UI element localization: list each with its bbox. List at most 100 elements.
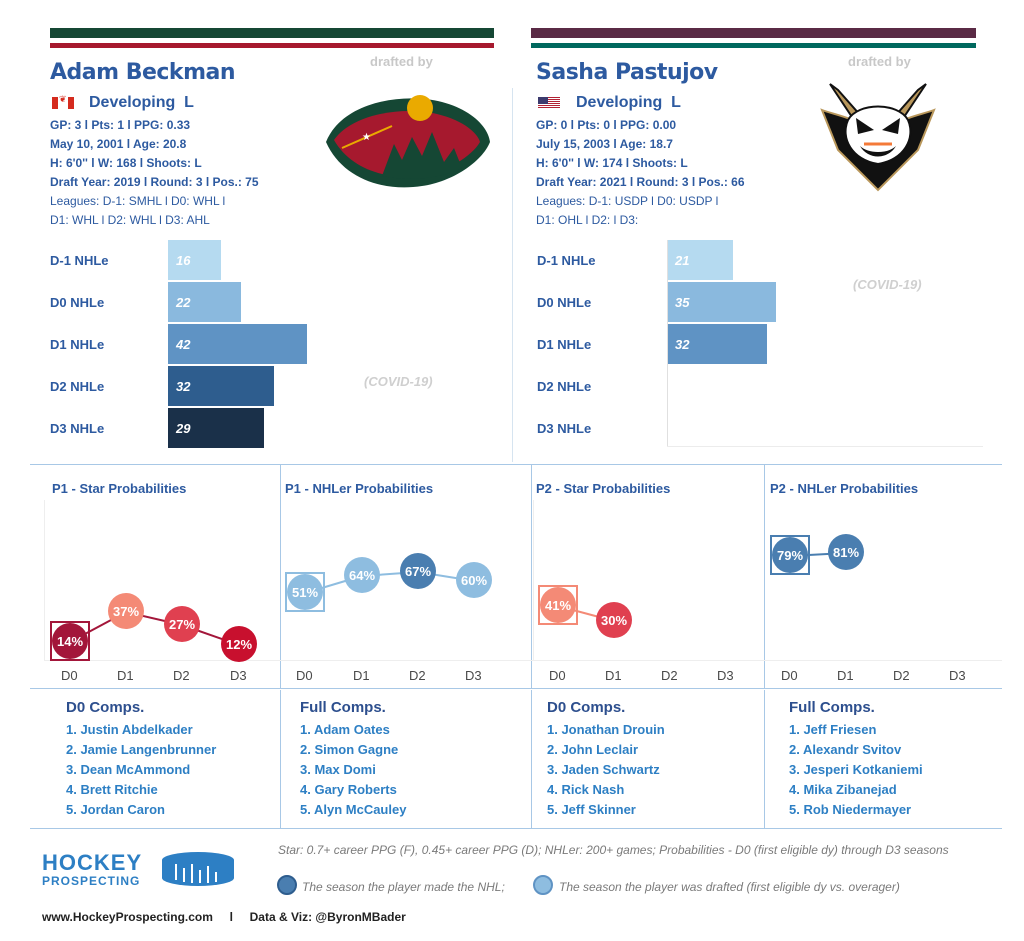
probability-chart-title: P1 - NHLer Probabilities	[285, 481, 434, 496]
probability-point: 14%	[52, 623, 88, 659]
probability-chart-title: P2 - Star Probabilities	[536, 481, 671, 496]
probability-line-segment	[789, 552, 847, 557]
player-1-nhle-label: D1 NHLe	[50, 337, 105, 352]
hockey-prospecting-logo-text: HOCKEY	[42, 850, 143, 875]
player-1-status-text: Developing	[89, 94, 176, 111]
player-1-nhle-label: D0 NHLe	[50, 295, 105, 310]
player-1-leagues-line: Leagues: D-1: SMHL l D0: WHL l	[50, 194, 226, 208]
player-2-nhle-bar	[667, 240, 733, 280]
canada-flag-icon	[52, 94, 74, 109]
probability-x-tick: D1	[353, 668, 370, 683]
player-2-status-text: Developing	[576, 94, 663, 111]
comp-list-item: 3. Max Domi	[300, 762, 376, 777]
probability-x-tick: D1	[605, 668, 622, 683]
probability-line-segment	[304, 575, 363, 594]
player-2-drafted-by: drafted by	[848, 54, 911, 69]
nhl-season-legend-icon	[277, 875, 297, 895]
probability-line-segment	[69, 611, 127, 643]
comp-list-item: 5. Jeff Skinner	[547, 802, 636, 817]
panel-divider	[764, 464, 765, 688]
probability-point: 41%	[540, 587, 576, 623]
comps-title: D0 Comps.	[66, 699, 145, 716]
comp-list-item: 1. Justin Abdelkader	[66, 722, 193, 737]
probability-chart-title: P2 - NHLer Probabilities	[770, 481, 919, 496]
panel-axis-bottom	[44, 660, 1002, 661]
minnesota-wild-logo: ★	[326, 95, 490, 188]
player-1-nhle-bar	[168, 282, 241, 322]
probability-line-segment	[361, 571, 419, 577]
comp-list-item: 3. Jesperi Kotkaniemi	[789, 762, 923, 777]
probability-x-tick: D2	[893, 668, 910, 683]
player-2-info-line: H: 6'0'' l W: 174 l Shoots: L	[536, 156, 688, 170]
player-2-info-line: GP: 0 l Pts: 0 l PPG: 0.00	[536, 118, 677, 132]
comp-list-item: 4. Rick Nash	[547, 782, 625, 797]
probability-chart-title: P1 - Star Probabilities	[52, 481, 187, 496]
website-link[interactable]: www.HockeyProspecting.com	[42, 910, 213, 924]
player-1-status: Developing L	[89, 94, 194, 112]
drafted-season-marker	[285, 572, 325, 612]
probability-x-tick: D3	[230, 668, 247, 683]
panel-divider	[280, 464, 281, 688]
player-1-info-line: H: 6'0'' l W: 168 l Shoots: L	[50, 156, 202, 170]
methodology-note: Star: 0.7+ career PPG (F), 0.45+ career …	[278, 843, 949, 857]
player-2-nhle-label: D2 NHLe	[537, 379, 592, 394]
player-1-nhle-bar	[168, 240, 221, 280]
player-1-info: GP: 3 l Pts: 1 l PPG: 0.33 May 10, 2001 …	[50, 116, 259, 230]
hockey-prospecting-logo-subtext: PROSPECTING	[42, 874, 141, 888]
player-2-nhle-label: D3 NHLe	[537, 421, 592, 436]
player-2-nhle-bar	[667, 324, 767, 364]
comp-list-item: 4. Gary Roberts	[300, 782, 397, 797]
probability-x-tick: D0	[781, 668, 798, 683]
comp-list-item: 1. Jeff Friesen	[789, 722, 877, 737]
panel-divider	[531, 464, 532, 688]
comp-list-item: 2. John Leclair	[547, 742, 639, 757]
probability-point: 81%	[828, 534, 864, 570]
probability-x-tick: D0	[549, 668, 566, 683]
player-1-nhle-value: 32	[176, 379, 191, 394]
comps-title: Full Comps.	[789, 699, 875, 716]
anaheim-ducks-logo	[820, 83, 936, 192]
player-1-leagues-line: D1: WHL l D2: WHL l D3: AHL	[50, 213, 210, 227]
player-2-nhle-axis	[667, 240, 668, 446]
probability-x-tick: D3	[949, 668, 966, 683]
probability-x-tick: D0	[296, 668, 313, 683]
drafted-season-legend-icon	[533, 875, 553, 895]
player-1-nhle-bar	[168, 408, 264, 448]
comp-list-item: 4. Mika Zibanejad	[789, 782, 897, 797]
player-2-nhle-value: 21	[675, 253, 690, 268]
comp-list-item: 1. Adam Oates	[300, 722, 390, 737]
probability-x-tick: D3	[717, 668, 734, 683]
comp-list-item: 3. Jaden Schwartz	[547, 762, 660, 777]
drafted-season-marker	[50, 621, 90, 661]
comps-title: Full Comps.	[300, 699, 386, 716]
probability-point: 37%	[108, 593, 144, 629]
player-2-nhle-value: 35	[675, 295, 690, 310]
player-2-nhle-bar	[667, 282, 776, 322]
comp-list-item: 1. Jonathan Drouin	[547, 722, 665, 737]
player-1-info-line: Draft Year: 2019 l Round: 3 l Pos.: 75	[50, 175, 259, 189]
drafted-season-marker	[538, 585, 578, 625]
probability-line-segment	[181, 624, 240, 646]
probability-point: 67%	[400, 553, 436, 589]
player-2-info: GP: 0 l Pts: 0 l PPG: 0.00 July 15, 2003…	[536, 116, 745, 230]
probability-line-segment	[557, 605, 615, 622]
player-2-info-line: July 15, 2003 l Age: 18.7	[536, 137, 673, 151]
comp-list-item: 2. Jamie Langenbrunner	[66, 742, 217, 757]
svg-text:★: ★	[362, 132, 371, 143]
player-2-nhle-label: D0 NHLe	[537, 295, 592, 310]
probability-x-tick: D0	[61, 668, 78, 683]
comp-list-item: 5. Rob Niedermayer	[789, 802, 912, 817]
player-2-nhle-label: D-1 NHLe	[537, 253, 596, 268]
player-1-nhle-chart: D-1 NHLe 16 D0 NHLe 22 D1 NHLe 42 D2 NHLe 32 D3 …	[0, 0, 512, 460]
probability-point: 60%	[456, 562, 492, 598]
player-2-nhle-label: D1 NHLe	[537, 337, 592, 352]
probability-x-tick: D2	[409, 668, 426, 683]
comps-divider	[531, 690, 532, 828]
nhl-season-legend-label: The season the player made the NHL;	[302, 880, 505, 894]
player-1-nhle-label: D3 NHLe	[50, 421, 105, 436]
player-1-nhle-bar	[168, 324, 307, 364]
panel-axis-left	[533, 500, 534, 660]
player-2-info-line: Draft Year: 2021 l Round: 3 l Pos.: 66	[536, 175, 745, 189]
comp-list-item: 5. Alyn McCauley	[300, 802, 407, 817]
probability-x-tick: D1	[837, 668, 854, 683]
